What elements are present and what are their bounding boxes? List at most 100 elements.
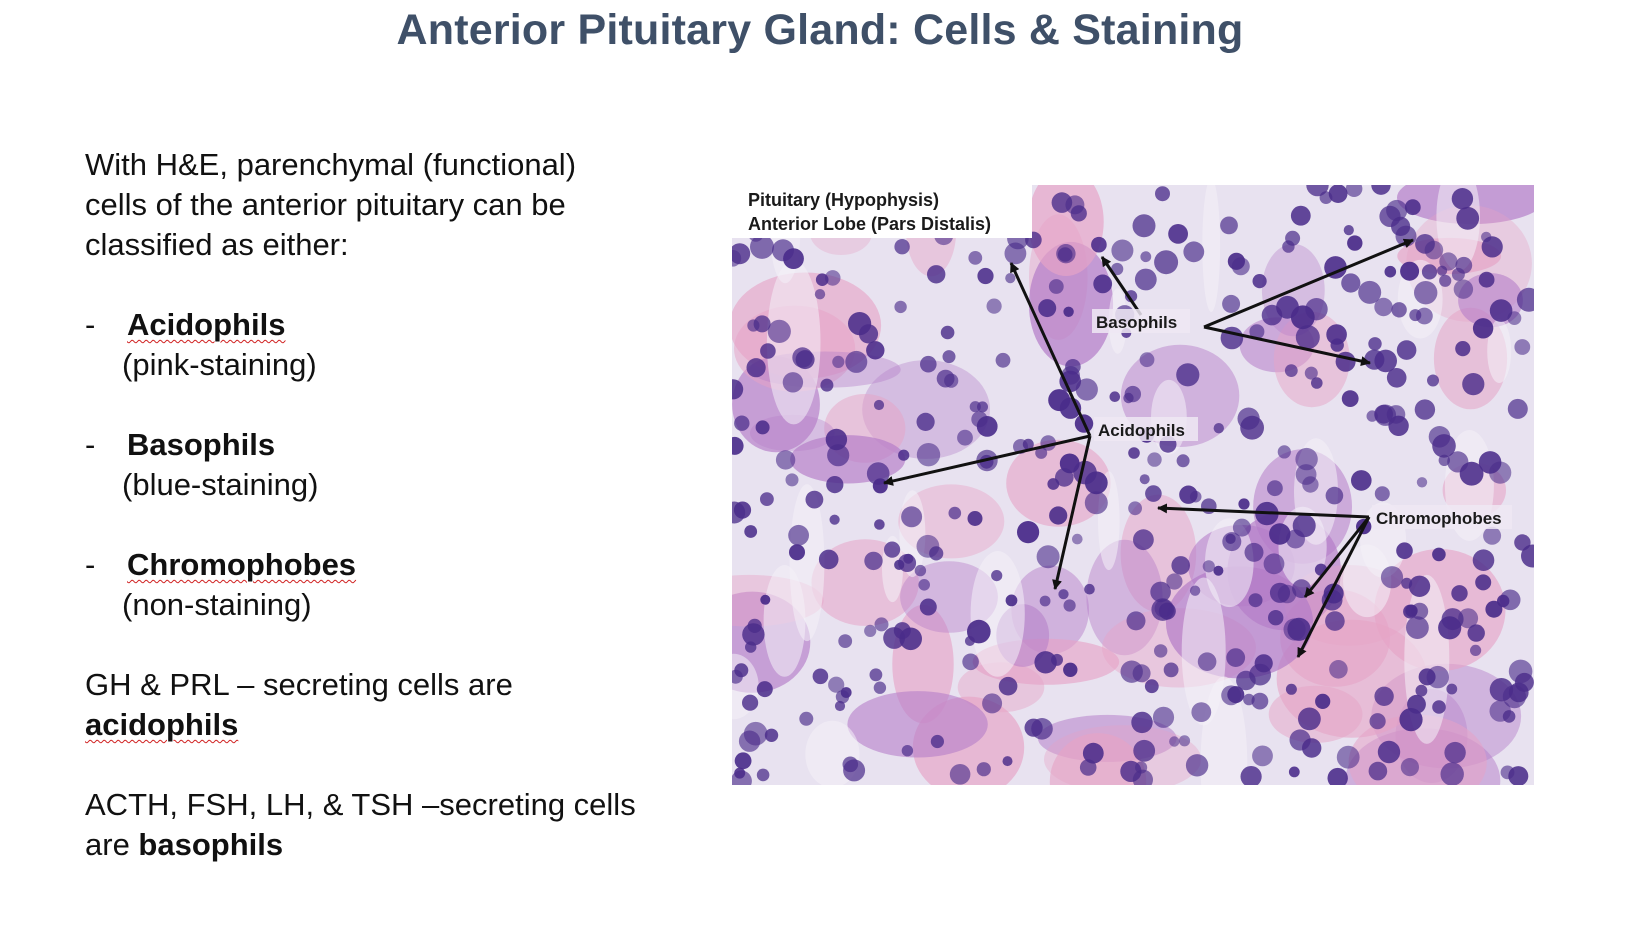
nucleus bbox=[1243, 693, 1255, 706]
nucleus bbox=[838, 634, 853, 648]
nucleus bbox=[1286, 529, 1305, 549]
nucleus bbox=[1341, 390, 1359, 407]
nucleus bbox=[903, 553, 914, 564]
nucleus bbox=[948, 506, 962, 520]
nucleus bbox=[1368, 337, 1382, 351]
cytoplasm-pink bbox=[1028, 185, 1104, 276]
nucleus bbox=[930, 734, 944, 749]
nucleus bbox=[760, 594, 771, 605]
bullet-acidophils: - Acidophils bbox=[85, 305, 645, 345]
nucleus bbox=[1453, 279, 1474, 299]
nucleus bbox=[1298, 707, 1321, 731]
nucleus bbox=[894, 300, 907, 314]
nucleus bbox=[1111, 239, 1134, 262]
nucleus bbox=[1222, 294, 1241, 313]
nucleus bbox=[1202, 560, 1215, 573]
nucleus bbox=[858, 324, 879, 344]
nucleus bbox=[1059, 370, 1081, 393]
nucleus bbox=[1514, 339, 1531, 355]
nucleus bbox=[827, 444, 850, 467]
nucleus bbox=[1489, 700, 1511, 722]
nucleus bbox=[1290, 205, 1311, 226]
nucleus bbox=[1403, 604, 1418, 619]
nucleus bbox=[1236, 670, 1256, 691]
nucleus bbox=[1507, 311, 1522, 325]
cytoplasm-purple bbox=[750, 414, 835, 452]
nucleus bbox=[916, 443, 941, 467]
nucleus bbox=[1459, 461, 1484, 486]
nucleus bbox=[901, 506, 923, 528]
nucleus bbox=[864, 624, 877, 637]
nucleus bbox=[1311, 377, 1323, 389]
nucleus bbox=[1404, 199, 1421, 216]
nucleus bbox=[1163, 662, 1179, 678]
arrow-basophil-3 bbox=[1203, 325, 1371, 366]
nucleus bbox=[1277, 445, 1291, 459]
nucleus bbox=[940, 325, 955, 340]
nucleus bbox=[1017, 521, 1040, 544]
nucleus bbox=[1038, 299, 1057, 318]
nucleus bbox=[1287, 617, 1311, 641]
slide-title: Anterior Pituitary Gland: Cells & Staini… bbox=[396, 6, 1244, 54]
nucleus bbox=[1248, 593, 1263, 608]
nucleus bbox=[1374, 404, 1393, 424]
nucleus bbox=[788, 524, 809, 546]
nucleus bbox=[1002, 756, 1013, 767]
nucleus bbox=[747, 319, 760, 332]
nucleus bbox=[894, 559, 905, 570]
nucleus bbox=[1384, 265, 1397, 278]
nucleus bbox=[1276, 295, 1299, 319]
nucleus bbox=[1400, 261, 1420, 281]
nucleus bbox=[1295, 325, 1320, 350]
nucleus bbox=[982, 693, 1003, 714]
nucleus bbox=[1304, 366, 1318, 380]
nucleus bbox=[1191, 702, 1212, 722]
nucleus bbox=[795, 350, 815, 370]
nucleus bbox=[944, 373, 959, 388]
nucleus bbox=[1483, 526, 1502, 545]
nucleus bbox=[1347, 235, 1363, 251]
nucleus bbox=[1249, 324, 1265, 340]
nucleus bbox=[825, 428, 848, 451]
nucleus bbox=[1049, 506, 1068, 525]
nucleus bbox=[883, 627, 905, 649]
nucleus bbox=[1082, 742, 1104, 764]
bullet-term: Basophils bbox=[127, 427, 276, 462]
nucleus bbox=[1371, 185, 1391, 195]
nucleus bbox=[1178, 735, 1191, 747]
nucleus bbox=[732, 250, 742, 267]
nucleus bbox=[1155, 186, 1170, 202]
nucleus bbox=[1084, 583, 1095, 595]
nucleus bbox=[1244, 542, 1264, 562]
nucleus bbox=[1154, 644, 1168, 658]
nucleus bbox=[1386, 368, 1407, 388]
nucleus bbox=[1351, 470, 1372, 491]
nucleus bbox=[977, 401, 988, 413]
nucleus bbox=[872, 478, 888, 494]
nucleus bbox=[742, 694, 759, 711]
nucleus bbox=[1131, 711, 1153, 734]
nucleus bbox=[874, 519, 885, 530]
nucleus bbox=[1145, 485, 1162, 502]
nucleus bbox=[789, 544, 805, 561]
nucleus bbox=[1432, 434, 1456, 458]
nucleus bbox=[1414, 399, 1436, 420]
nucleus bbox=[845, 350, 868, 373]
nucleus bbox=[1336, 745, 1360, 769]
nucleus bbox=[1048, 279, 1064, 294]
nucleus bbox=[746, 358, 766, 378]
label-acidophils: Acidophils bbox=[1098, 421, 1185, 440]
bullet-basophils: - Basophils bbox=[85, 425, 645, 465]
nucleus bbox=[742, 623, 765, 646]
nucleus bbox=[864, 551, 883, 571]
cytoplasm-purple bbox=[847, 691, 988, 758]
nucleus bbox=[828, 676, 845, 693]
nucleus bbox=[976, 762, 991, 777]
nucleus bbox=[812, 668, 829, 685]
stroma bbox=[766, 260, 821, 425]
nucleus bbox=[1406, 616, 1429, 639]
arrow-chromophobe-1 bbox=[1157, 503, 1370, 519]
nucleus bbox=[1169, 736, 1180, 747]
arrow-acidophil-1 bbox=[1009, 262, 1092, 437]
nucleus bbox=[1328, 185, 1348, 203]
